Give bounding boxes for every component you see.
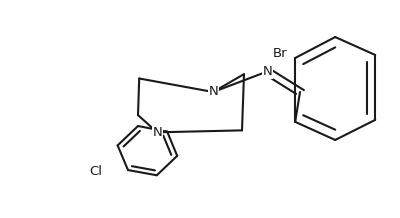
Text: N: N <box>262 65 272 78</box>
Text: N: N <box>152 126 162 139</box>
Text: Br: Br <box>273 47 288 60</box>
Text: Cl: Cl <box>89 165 102 178</box>
Text: N: N <box>208 85 218 99</box>
